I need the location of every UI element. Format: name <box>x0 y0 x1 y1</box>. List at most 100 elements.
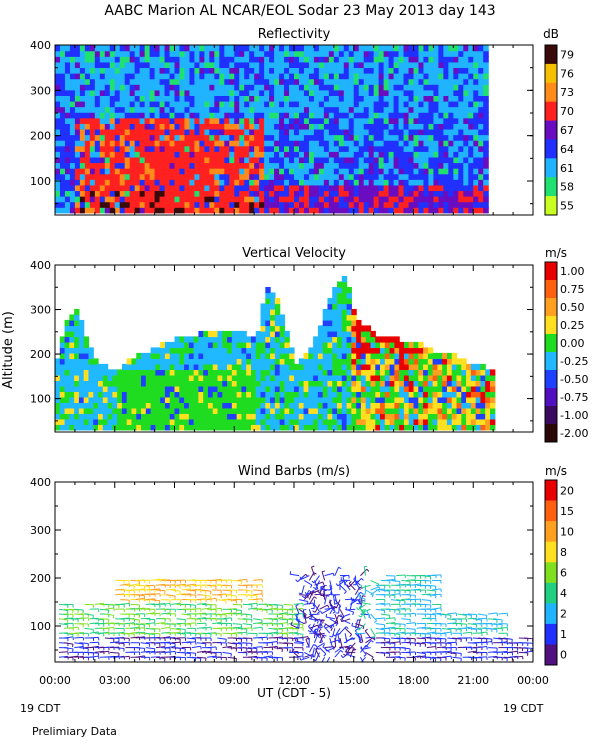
reflectivity-cell <box>184 173 191 180</box>
reflectivity-cell <box>209 89 215 96</box>
reflectivity-cell <box>428 67 435 74</box>
velocity-cell <box>356 424 362 431</box>
wind-barb <box>130 583 140 586</box>
velocity-cell <box>442 424 448 431</box>
velocity-cell <box>184 336 190 343</box>
reflectivity-cell <box>378 201 385 208</box>
velocity-cell <box>480 391 486 398</box>
reflectivity-cell <box>303 128 310 136</box>
velocity-cell <box>241 363 247 371</box>
reflectivity-cell <box>204 190 210 197</box>
velocity-cell <box>327 413 333 420</box>
reflectivity-cell <box>99 84 106 91</box>
reflectivity-cell <box>209 134 215 141</box>
reflectivity-cell <box>294 145 300 152</box>
reflectivity-cell <box>423 156 430 164</box>
reflectivity-cell <box>189 50 196 57</box>
reflectivity-cell <box>383 72 390 80</box>
reflectivity-cell <box>55 106 61 113</box>
reflectivity-cell <box>79 45 86 52</box>
velocity-cell <box>303 369 309 376</box>
velocity-cell <box>294 396 300 403</box>
velocity-cell <box>255 402 262 409</box>
reflectivity-cell <box>388 207 395 214</box>
reflectivity-cell <box>294 61 300 69</box>
velocity-cell <box>341 424 348 431</box>
velocity-cell <box>78 396 85 403</box>
reflectivity-cell <box>134 162 141 169</box>
reflectivity-cell <box>393 179 400 186</box>
reflectivity-cell <box>398 162 405 169</box>
reflectivity-cell <box>468 134 474 141</box>
velocity-cell <box>265 407 271 414</box>
reflectivity-cell <box>468 72 474 80</box>
reflectivity-cell <box>318 184 325 192</box>
reflectivity-cell <box>194 195 200 203</box>
reflectivity-cell <box>99 195 106 203</box>
reflectivity-cell <box>139 100 146 108</box>
velocity-cell <box>346 396 352 403</box>
reflectivity-cell <box>308 151 315 158</box>
velocity-cell <box>203 369 209 376</box>
velocity-cell <box>69 363 75 371</box>
wind-barb <box>64 647 74 650</box>
velocity-cell <box>69 314 75 321</box>
reflectivity-cell <box>119 207 126 214</box>
reflectivity-cell <box>114 45 121 52</box>
reflectivity-cell <box>124 117 131 124</box>
reflectivity-cell <box>94 179 101 186</box>
velocity-cell <box>413 407 419 414</box>
wind-barb <box>161 612 171 615</box>
wind-barb <box>69 655 79 658</box>
reflectivity-cell <box>373 123 380 130</box>
reflectivity-cell <box>239 184 245 192</box>
velocity-cell <box>375 380 381 387</box>
reflectivity-cell <box>234 134 240 141</box>
reflectivity-cell <box>234 89 240 96</box>
reflectivity-cell <box>358 117 365 124</box>
reflectivity-cell <box>333 61 340 69</box>
reflectivity-cell <box>194 134 200 141</box>
velocity-cell <box>360 407 367 414</box>
reflectivity-cell <box>269 61 275 69</box>
reflectivity-cell <box>199 112 205 119</box>
reflectivity-cell <box>169 61 176 69</box>
velocity-cell <box>332 358 338 365</box>
reflectivity-cell <box>55 117 61 124</box>
reflectivity-cell <box>104 184 111 192</box>
velocity-cell <box>317 402 324 409</box>
reflectivity-cell <box>209 145 215 152</box>
reflectivity-cell <box>169 168 176 175</box>
velocity-cell <box>389 407 395 414</box>
reflectivity-cell <box>79 190 86 197</box>
reflectivity-cell <box>418 67 425 74</box>
reflectivity-cell <box>99 207 106 214</box>
reflectivity-cell <box>294 190 300 197</box>
reflectivity-cell <box>99 179 106 186</box>
reflectivity-cell <box>358 151 365 158</box>
velocity-cell <box>327 297 333 305</box>
reflectivity-cell <box>463 195 469 203</box>
reflectivity-cell <box>383 56 390 63</box>
velocity-cell <box>346 418 352 425</box>
reflectivity-cell <box>149 140 156 147</box>
reflectivity-cell <box>139 95 146 102</box>
velocity-cell <box>294 391 300 398</box>
velocity-cell <box>64 418 70 425</box>
reflectivity-cell <box>463 168 469 175</box>
reflectivity-cell <box>473 195 479 203</box>
reflectivity-cell <box>89 100 96 108</box>
velocity-cell <box>475 413 482 420</box>
reflectivity-cell <box>468 190 474 197</box>
reflectivity-cell <box>353 128 360 136</box>
reflectivity-cell <box>289 162 295 169</box>
reflectivity-cell <box>79 162 86 169</box>
reflectivity-cell <box>353 162 360 169</box>
reflectivity-cell <box>478 123 484 130</box>
velocity-cell <box>485 396 491 403</box>
reflectivity-cell <box>448 190 454 197</box>
reflectivity-cell <box>124 61 131 69</box>
reflectivity-cell <box>55 56 61 63</box>
velocity-cell <box>93 418 99 425</box>
reflectivity-cell <box>229 45 235 52</box>
